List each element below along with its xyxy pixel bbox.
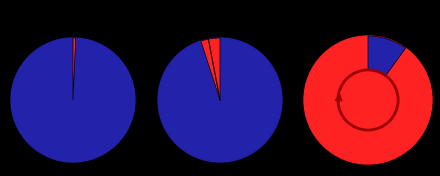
Wedge shape: [201, 38, 220, 100]
Circle shape: [158, 38, 282, 162]
Circle shape: [304, 36, 432, 164]
Circle shape: [338, 70, 398, 130]
Wedge shape: [368, 36, 406, 100]
Circle shape: [11, 38, 135, 162]
Wedge shape: [73, 38, 76, 100]
